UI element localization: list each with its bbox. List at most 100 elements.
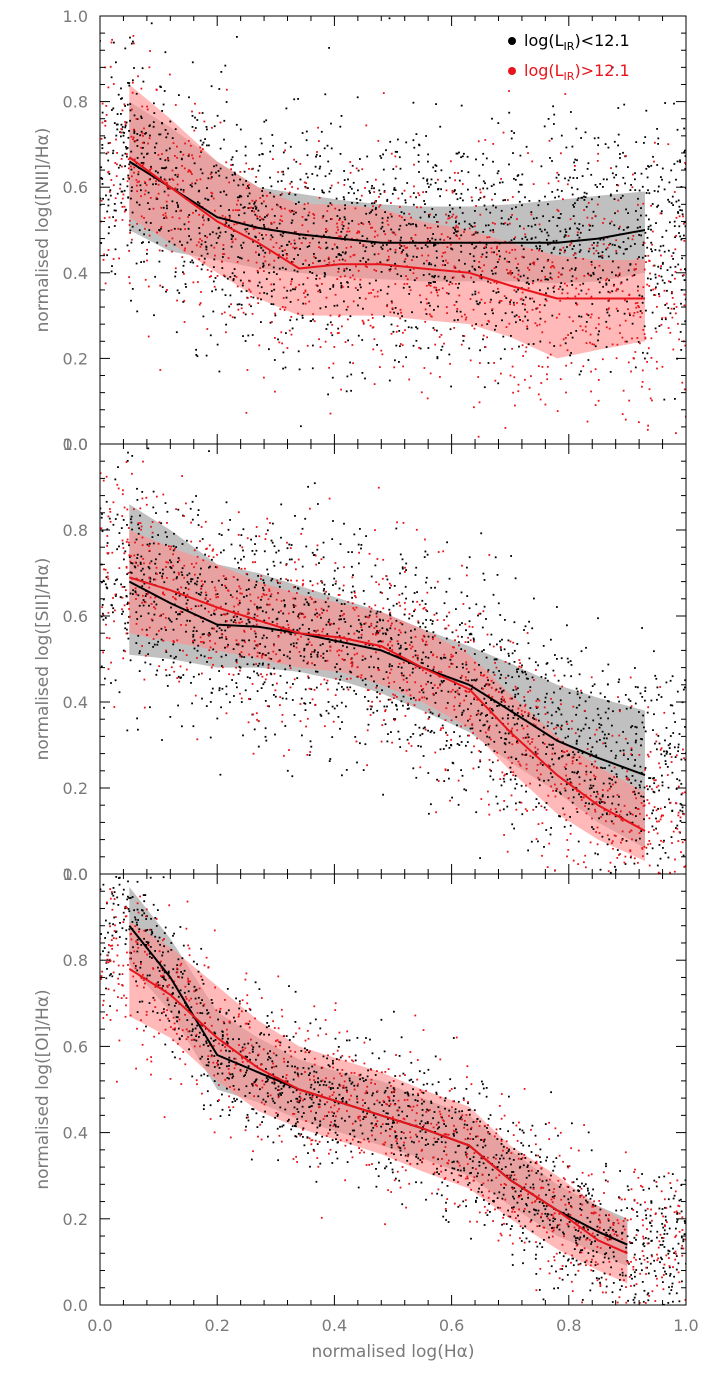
data-point: [161, 167, 163, 169]
data-point: [484, 246, 486, 249]
data-point: [556, 224, 559, 227]
data-point: [262, 264, 265, 267]
data-point: [483, 386, 486, 389]
data-point: [417, 745, 420, 747]
data-point: [493, 658, 496, 661]
data-point: [215, 232, 218, 235]
data-point: [509, 270, 512, 272]
data-point: [549, 157, 551, 159]
data-point: [116, 513, 119, 516]
data-point: [304, 517, 307, 520]
data-point: [513, 714, 516, 717]
data-point: [243, 656, 246, 658]
data-point: [370, 226, 372, 229]
data-point: [265, 205, 267, 208]
data-point: [556, 658, 558, 660]
data-point: [498, 704, 500, 707]
data-point: [427, 160, 429, 163]
data-point: [455, 651, 457, 654]
data-point: [126, 729, 129, 732]
data-point: [298, 283, 301, 286]
data-point: [347, 551, 350, 553]
data-point: [179, 649, 181, 652]
data-point: [168, 147, 171, 150]
data-point: [309, 271, 311, 273]
data-point: [547, 243, 549, 246]
data-point: [213, 165, 215, 168]
data-point: [148, 234, 151, 237]
data-point: [477, 303, 480, 306]
data-point: [160, 627, 163, 630]
data-point: [637, 285, 639, 288]
data-point: [664, 102, 666, 104]
data-point: [463, 220, 466, 223]
data-point: [432, 233, 434, 235]
data-point: [631, 275, 634, 277]
data-point: [306, 662, 309, 665]
data-point: [571, 284, 574, 286]
data-point: [444, 627, 447, 630]
data-point: [170, 620, 173, 623]
data-point: [313, 253, 315, 255]
data-point: [599, 798, 602, 801]
data-point: [175, 577, 178, 580]
data-point: [282, 170, 284, 173]
data-point: [538, 323, 541, 326]
data-point: [447, 217, 450, 220]
data-point: [124, 165, 126, 168]
data-point: [201, 538, 204, 540]
data-point: [660, 753, 663, 756]
data-point: [268, 271, 271, 274]
data-point: [121, 206, 124, 208]
data-point: [365, 535, 367, 537]
data-point: [301, 224, 304, 227]
data-point: [263, 653, 266, 656]
data-point: [328, 593, 330, 596]
data-point: [666, 269, 669, 271]
data-point: [624, 248, 627, 251]
data-point: [173, 571, 176, 574]
data-point: [243, 206, 246, 208]
data-point: [291, 261, 294, 263]
data-point: [649, 777, 652, 779]
data-point: [336, 688, 338, 691]
data-point: [602, 269, 604, 272]
data-point: [466, 741, 469, 743]
data-point: [153, 578, 155, 581]
data-point: [137, 170, 140, 173]
data-point: [161, 575, 163, 578]
data-point: [295, 568, 297, 571]
data-point: [426, 226, 429, 229]
data-point: [588, 274, 591, 276]
data-point: [615, 754, 617, 757]
data-point: [232, 648, 235, 650]
data-point: [154, 170, 157, 173]
data-point: [128, 250, 130, 252]
data-point: [370, 705, 373, 708]
data-point: [386, 740, 389, 743]
data-point: [423, 556, 426, 558]
data-point: [619, 324, 621, 327]
data-point: [373, 680, 375, 683]
data-point: [138, 229, 141, 232]
data-point: [256, 215, 258, 218]
data-point: [124, 124, 127, 127]
data-point: [136, 499, 139, 501]
data-point: [235, 643, 238, 646]
data-point: [247, 334, 250, 337]
data-point: [327, 605, 330, 608]
data-point: [340, 618, 342, 621]
data-point: [402, 689, 405, 691]
data-point: [410, 629, 412, 632]
data-point: [544, 677, 547, 680]
data-point: [518, 801, 521, 804]
data-point: [301, 314, 304, 317]
data-point: [318, 338, 320, 341]
data-point: [353, 647, 356, 650]
data-point: [528, 200, 531, 202]
data-point: [552, 248, 555, 250]
data-point: [507, 652, 510, 655]
data-point: [273, 271, 275, 273]
data-point: [388, 268, 391, 271]
data-point: [344, 252, 347, 255]
